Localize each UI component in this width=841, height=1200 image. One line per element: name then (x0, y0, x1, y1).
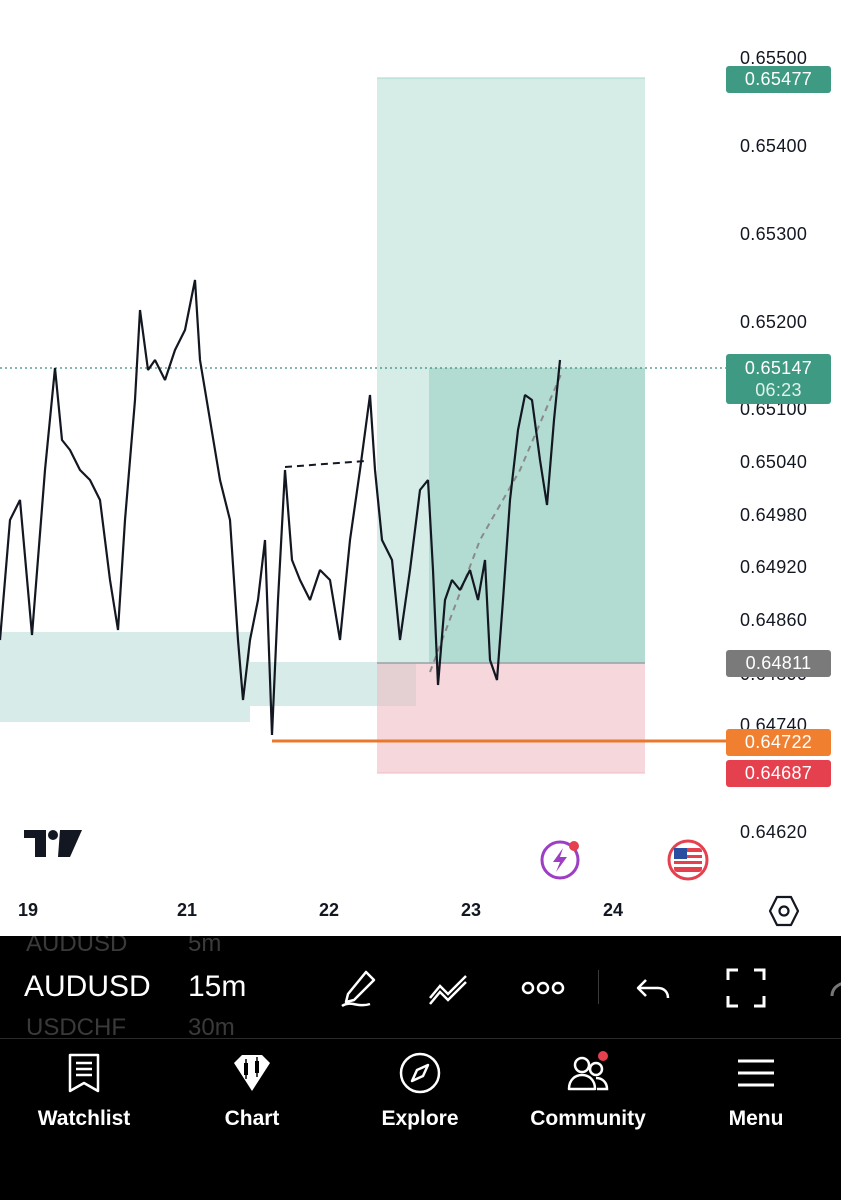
symbol-selector[interactable]: AUDUSD (24, 970, 151, 1003)
nav-label: Community (530, 1107, 646, 1130)
price-tick: 0.65500 (740, 48, 808, 68)
price-tick: 0.65300 (740, 224, 808, 244)
chart-toolbar: AUDUSD 5m AUDUSD 15m USDCHF 30m (0, 936, 841, 1038)
price-tick: 0.64860 (740, 610, 808, 630)
price-chart[interactable] (0, 0, 841, 936)
event-lightning-icon[interactable] (540, 840, 580, 880)
nav-label: Watchlist (37, 1107, 131, 1130)
undo-icon[interactable] (632, 966, 676, 1010)
price-series-line (0, 279, 562, 736)
level-price-badge: 0.64722 (726, 729, 831, 756)
long-position-loss-zone[interactable] (377, 663, 645, 773)
price-tick: 0.65100 (740, 399, 808, 419)
nav-item-explore[interactable]: Explore (336, 1051, 504, 1131)
interval-selector[interactable]: 15m (188, 970, 247, 1003)
date-tick: 21 (177, 900, 198, 920)
zone-overlap (377, 663, 416, 706)
hamburger-menu-icon (738, 1059, 774, 1087)
nav-item-chart[interactable]: Chart (168, 1051, 336, 1131)
dashed-trend-line[interactable] (284, 460, 366, 468)
price-tick: 0.64620 (740, 822, 808, 842)
current-price-value: 0.65147 (744, 358, 813, 378)
compass-icon (399, 1052, 441, 1094)
nav-item-watchlist[interactable]: Watchlist (0, 1051, 168, 1131)
price-tick: 0.65400 (740, 136, 808, 156)
interval-option[interactable]: 30m (188, 1014, 235, 1038)
tradingview-logo (24, 830, 82, 857)
price-tick: 0.65200 (740, 312, 808, 332)
dashed-projection-line[interactable] (429, 371, 563, 673)
date-tick: 19 (18, 900, 39, 920)
bottom-navigation: Watchlist Chart Explore Community (0, 1038, 841, 1200)
toolbar-divider (598, 970, 599, 1004)
community-icon (567, 1051, 609, 1091)
trendline-tool-icon[interactable] (426, 966, 470, 1010)
symbol-option[interactable]: USDCHF (26, 1014, 126, 1038)
take-profit-price-badge: 0.65477 (726, 66, 831, 93)
nav-item-community[interactable]: Community (504, 1051, 672, 1131)
stop-loss-price-badge: 0.64687 (726, 760, 831, 787)
price-tick: 0.65040 (740, 452, 808, 472)
chart-area[interactable]: 0.65500 0.65400 0.65300 0.65200 0.65100 … (0, 0, 841, 936)
interval-option[interactable]: 5m (188, 936, 222, 957)
hexagon-settings-icon[interactable] (768, 895, 800, 927)
date-tick: 24 (603, 900, 624, 920)
date-tick: 22 (319, 900, 340, 920)
fullscreen-icon[interactable] (724, 966, 768, 1010)
price-tick: 0.64980 (740, 505, 808, 525)
support-zone-left (0, 632, 250, 722)
long-position-filled-profit (429, 368, 645, 663)
us-flag-economic-event-icon[interactable] (667, 839, 709, 881)
candle-countdown: 06:23 (755, 380, 802, 400)
symbol-option[interactable]: AUDUSD (26, 936, 128, 957)
nav-label: Menu (728, 1107, 784, 1130)
draw-pen-icon[interactable] (336, 966, 380, 1010)
entry-price-badge: 0.64811 (726, 650, 831, 677)
partial-toolbar-icon[interactable] (822, 966, 841, 1010)
date-tick: 23 (461, 900, 482, 920)
chart-icon (234, 1055, 270, 1091)
more-options-icon[interactable] (521, 966, 565, 1010)
watchlist-icon (68, 1053, 100, 1093)
nav-label: Chart (224, 1107, 280, 1130)
nav-label: Explore (381, 1107, 459, 1130)
current-price-badge: 0.65147 06:23 (726, 354, 831, 404)
nav-item-menu[interactable]: Menu (672, 1051, 840, 1131)
price-tick: 0.64920 (740, 557, 808, 577)
